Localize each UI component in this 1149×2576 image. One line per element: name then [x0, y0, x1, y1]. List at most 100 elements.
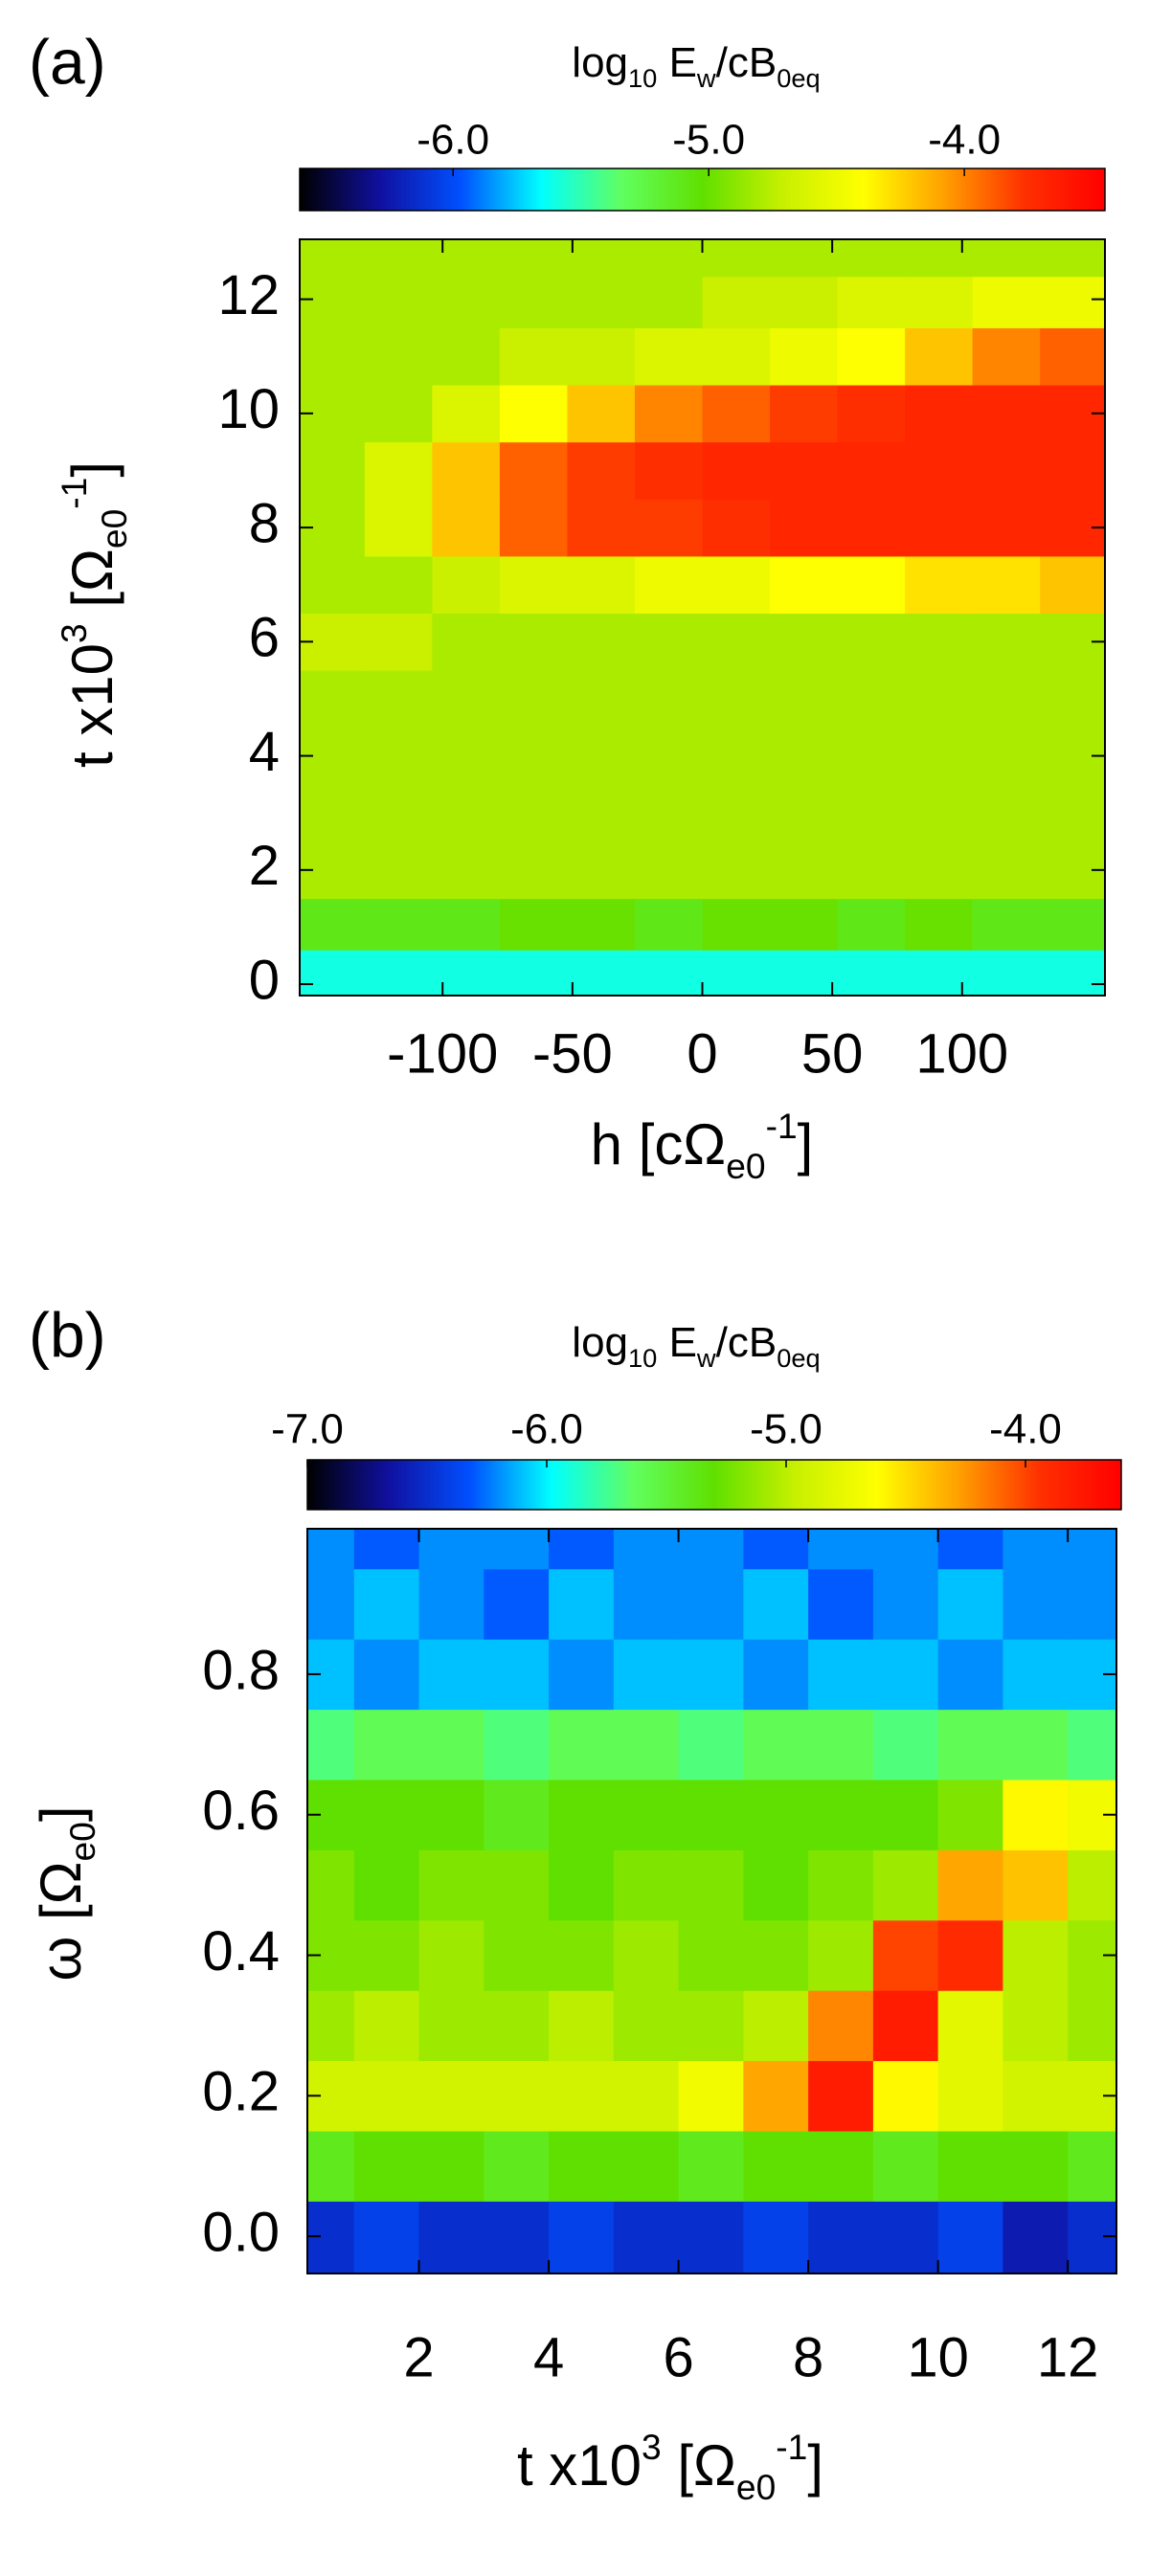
y-tick-label: 0.2 — [202, 2061, 280, 2123]
heatmap-cell — [1068, 1990, 1116, 2062]
heatmap-cell — [678, 1709, 744, 1781]
heatmap-cell — [484, 1849, 550, 1921]
heatmap-cell — [418, 1639, 484, 1711]
heatmap-cell — [484, 1709, 550, 1781]
label-part: w — [696, 63, 716, 93]
heatmap-cell — [837, 239, 906, 278]
heatmap-cell — [743, 1639, 809, 1711]
label-part: e0 — [94, 509, 134, 549]
heatmap-cell — [972, 841, 1041, 900]
heatmap-cell — [364, 327, 433, 386]
heatmap-cell — [300, 327, 366, 386]
heatmap-cell — [567, 276, 636, 328]
heatmap-cell — [567, 239, 636, 278]
heatmap-cell — [1003, 2060, 1069, 2132]
heatmap-cell — [1068, 1709, 1116, 1781]
panel-label: (b) — [29, 1299, 106, 1370]
heatmap-cell — [972, 385, 1041, 443]
heatmap-cell — [743, 2131, 809, 2202]
heatmap-cell — [307, 2131, 355, 2202]
heatmap-cell — [432, 613, 501, 671]
heatmap-cell — [702, 784, 771, 842]
y-tick-label: 0.6 — [202, 1780, 280, 1842]
heatmap-cell — [1040, 327, 1105, 386]
heatmap-cell — [549, 1990, 615, 2062]
heatmap-cell — [634, 898, 703, 951]
heatmap-cell — [937, 2201, 1003, 2274]
heatmap-cell — [300, 670, 366, 728]
label-part: E — [657, 1319, 697, 1366]
heatmap-cell — [499, 239, 568, 278]
label-part: /cB — [716, 39, 777, 86]
label-part: -1 — [766, 1106, 798, 1146]
plot-frame — [306, 1528, 1117, 2274]
heatmap-cell — [364, 499, 433, 557]
heatmap-cell — [300, 276, 366, 328]
colorbar-tick-label: -4.0 — [989, 1406, 1062, 1453]
heatmap-cell — [743, 1849, 809, 1921]
heatmap-cell — [353, 1780, 420, 1850]
heatmap-cell — [567, 441, 636, 500]
panel: (b) log10 Ew/cB0eq-7.0 -6.0 -5.0 -4.02 4 6 8 10 1… — [29, 1299, 1122, 2507]
x-tick-label: 4 — [533, 2326, 564, 2388]
heatmap-cell — [634, 784, 703, 842]
heatmap-cell — [743, 1709, 809, 1781]
heatmap-cell — [499, 670, 568, 728]
heatmap-cell — [905, 499, 974, 557]
label-part: log — [572, 39, 628, 86]
heatmap-cell — [770, 441, 839, 500]
heatmap-cell — [300, 784, 366, 842]
heatmap-cell — [484, 2201, 550, 2274]
heatmap-cell — [770, 499, 839, 557]
heatmap-cell — [300, 898, 366, 951]
heatmap-cell — [307, 1529, 355, 1570]
heatmap-cell — [837, 898, 906, 951]
label-part: ω [Ω — [29, 1862, 93, 1982]
heatmap-cell — [937, 1568, 1003, 1640]
heatmap-cell — [484, 1639, 550, 1711]
label-part: 10 — [628, 63, 657, 93]
heatmap-cell — [678, 1568, 744, 1640]
heatmap-cell — [872, 1709, 939, 1781]
label-part: [Ω — [662, 2433, 736, 2498]
heatmap-cell — [1040, 555, 1105, 615]
heatmap-cell — [702, 239, 771, 278]
heatmap-cell — [905, 555, 974, 615]
heatmap-cell — [770, 670, 839, 728]
heatmap-cell — [567, 727, 636, 785]
y-tick-label: 2 — [249, 835, 280, 897]
heatmap-cell — [634, 239, 703, 278]
heatmap-cell — [499, 727, 568, 785]
label-part: 10 — [628, 1343, 657, 1373]
label-part: 3 — [642, 2427, 662, 2467]
heatmap-cell — [808, 2131, 874, 2202]
heatmap-cell — [567, 950, 636, 996]
heatmap-cell — [549, 2201, 615, 2274]
heatmap-cell — [484, 1568, 550, 1640]
y-tick-label: 8 — [249, 492, 280, 554]
heatmap-cell — [972, 441, 1041, 500]
heatmap-cell — [872, 1990, 939, 2062]
heatmap-cell — [1068, 1568, 1116, 1640]
heatmap-cell — [567, 327, 636, 386]
heatmap-cell — [307, 2201, 355, 2274]
heatmap-cell — [808, 1990, 874, 2062]
heatmap-cell — [567, 898, 636, 951]
heatmap-cell — [905, 441, 974, 500]
heatmap-cell — [808, 1849, 874, 1921]
heatmap-cell — [613, 1849, 680, 1921]
heatmap-cell — [872, 1780, 939, 1850]
heatmap-cell — [905, 276, 974, 328]
heatmap-cell — [353, 2131, 420, 2202]
heatmap-cell — [634, 613, 703, 671]
heatmap-cell — [1040, 670, 1105, 728]
heatmap-cell — [1068, 1849, 1116, 1921]
heatmap-cell — [770, 276, 839, 328]
heatmap-cell — [307, 1849, 355, 1921]
heatmap-cell — [1003, 1990, 1069, 2062]
heatmap-cell — [499, 555, 568, 615]
heatmap-cell — [634, 727, 703, 785]
label-part: w — [696, 1343, 716, 1373]
heatmap-cell — [353, 2060, 420, 2132]
y-tick-label: 12 — [217, 264, 280, 326]
